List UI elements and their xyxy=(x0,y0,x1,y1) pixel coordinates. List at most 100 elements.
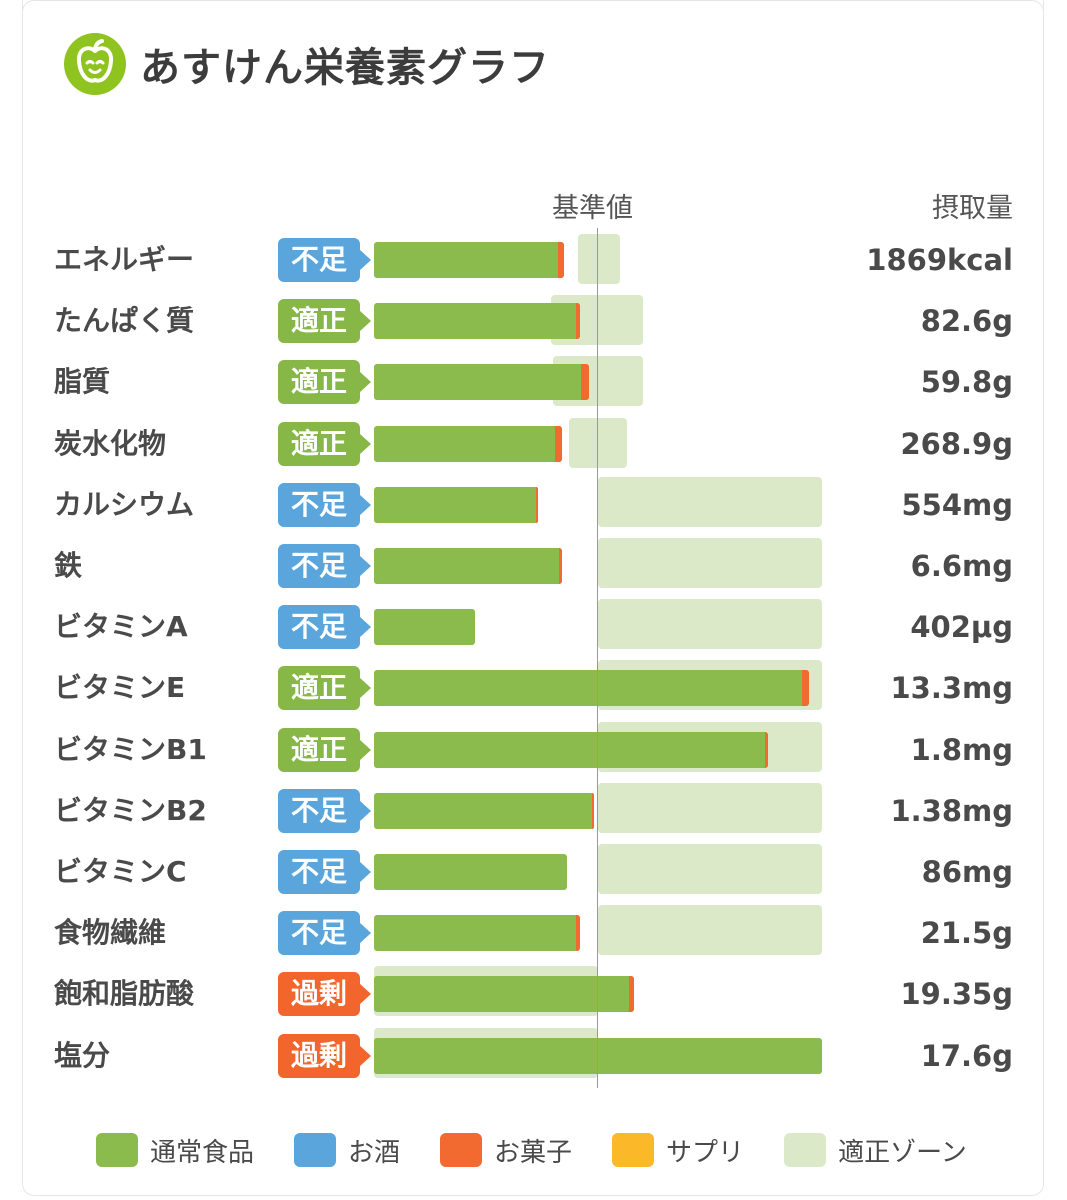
status-badge: 不足 xyxy=(278,850,371,894)
nutrient-row: カルシウム 不足 554mg xyxy=(0,476,1067,533)
legend-label: 適正ゾーン xyxy=(838,1137,967,1168)
food-bar xyxy=(374,364,590,401)
nutrient-row: エネルギー 不足 1869kcal xyxy=(0,232,1067,288)
intake-value: 13.3mg xyxy=(890,671,1013,706)
intake-column-header: 摂取量 xyxy=(932,193,1013,224)
snack-bar xyxy=(575,915,581,952)
nutrient-row: 飽和脂肪酸 過剰 19.35g xyxy=(0,966,1067,1022)
intake-value: 1869kcal xyxy=(866,243,1013,277)
nutrient-row: 炭水化物 適正 268.9g xyxy=(0,416,1067,472)
food-bar xyxy=(374,303,581,340)
nutrient-name: たんぱく質 xyxy=(54,304,195,338)
status-badge: 不足 xyxy=(278,911,371,956)
intake-value: 6.6mg xyxy=(910,549,1013,583)
snack-bar xyxy=(558,548,563,584)
proper-zone xyxy=(598,905,822,956)
snack-bar xyxy=(581,364,590,401)
proper-zone xyxy=(598,599,822,650)
nutrient-name: ビタミンA xyxy=(54,610,188,644)
proper-zone xyxy=(598,476,822,527)
reference-line xyxy=(597,228,598,1088)
proper-zone xyxy=(577,234,621,284)
nutrient-name: 飽和脂肪酸 xyxy=(54,977,195,1011)
food-bar xyxy=(374,792,594,829)
legend-swatch xyxy=(96,1133,138,1167)
status-badge: 不足 xyxy=(278,605,371,650)
nutrient-name: カルシウム xyxy=(54,487,195,521)
intake-value: 402μg xyxy=(910,610,1013,645)
nutrient-row: 脂質 適正 59.8g xyxy=(0,354,1067,410)
nutrient-name: 炭水化物 xyxy=(54,426,167,460)
intake-value: 59.8g xyxy=(920,365,1013,400)
legend-label: 通常食品 xyxy=(150,1137,255,1168)
legend-item: 通常食品 xyxy=(96,1132,254,1169)
legend-label: お酒 xyxy=(348,1137,401,1168)
snack-bar xyxy=(536,486,539,523)
status-badge: 適正 xyxy=(278,727,371,772)
nutrient-row: たんぱく質 適正 82.6g xyxy=(0,293,1067,349)
page-title: あすけん栄養素グラフ xyxy=(140,45,550,91)
nutrient-name: ビタミンC xyxy=(54,855,187,888)
food-bar xyxy=(374,915,581,952)
status-badge: 適正 xyxy=(278,360,371,405)
nutrient-row: ビタミンA 不足 402μg xyxy=(0,599,1067,655)
nutrient-name: 塩分 xyxy=(54,1038,111,1072)
snack-bar xyxy=(629,976,634,1013)
proper-zone xyxy=(598,844,822,894)
apple-face-icon xyxy=(64,33,126,95)
nutrient-row: 塩分 過剰 17.6g xyxy=(0,1027,1067,1084)
food-bar xyxy=(374,854,567,890)
intake-value: 19.35g xyxy=(900,977,1014,1012)
intake-value: 17.6g xyxy=(920,1038,1013,1073)
food-bar xyxy=(374,242,565,278)
nutrient-row: ビタミンB1 適正 1.8mg xyxy=(0,721,1067,778)
status-badge: 適正 xyxy=(278,299,371,344)
status-badge: 過剰 xyxy=(278,1033,371,1078)
snack-bar xyxy=(801,670,809,707)
graph-header: あすけん栄養素グラフ xyxy=(64,32,550,96)
legend-swatch xyxy=(294,1133,337,1167)
legend-item: 適正ゾーン xyxy=(784,1132,967,1169)
food-bar xyxy=(374,1037,822,1074)
food-bar xyxy=(374,609,475,646)
legend-label: サプリ xyxy=(666,1137,745,1168)
intake-value: 1.38mg xyxy=(890,793,1013,828)
reference-column-header: 基準値 xyxy=(552,193,633,224)
proper-zone xyxy=(598,538,822,588)
food-bar xyxy=(374,425,563,462)
status-badge: 適正 xyxy=(278,666,371,711)
nutrient-name: エネルギー xyxy=(54,243,195,276)
snack-bar xyxy=(555,425,563,462)
intake-value: 82.6g xyxy=(920,304,1013,339)
legend-swatch xyxy=(612,1133,655,1167)
food-bar xyxy=(374,670,809,707)
food-bar xyxy=(374,976,634,1013)
legend-swatch xyxy=(440,1133,483,1167)
legend-item: お菓子 xyxy=(440,1132,572,1169)
legend-swatch xyxy=(784,1133,827,1167)
nutrient-name: ビタミンB1 xyxy=(54,732,207,766)
status-badge: 不足 xyxy=(278,788,371,833)
nutrient-row: 食物繊維 不足 21.5g xyxy=(0,905,1067,961)
food-bar xyxy=(374,486,538,523)
legend-label: お菓子 xyxy=(494,1137,573,1168)
nutrient-name: 食物繊維 xyxy=(54,916,167,950)
status-badge: 不足 xyxy=(278,238,371,282)
nutrient-row: 鉄 不足 6.6mg xyxy=(0,538,1067,594)
nutrient-row: ビタミンE 適正 13.3mg xyxy=(0,660,1067,716)
status-badge: 過剰 xyxy=(278,972,371,1017)
intake-value: 1.8mg xyxy=(910,732,1013,767)
intake-value: 554mg xyxy=(901,487,1013,522)
intake-value: 268.9g xyxy=(900,426,1014,461)
intake-value: 21.5g xyxy=(920,916,1013,951)
legend-item: お酒 xyxy=(294,1132,400,1169)
snack-bar xyxy=(764,731,769,768)
status-badge: 適正 xyxy=(278,421,371,466)
legend-item: サプリ xyxy=(612,1132,744,1169)
food-bar xyxy=(374,731,769,768)
snack-bar xyxy=(575,303,581,340)
snack-bar xyxy=(592,792,595,829)
nutrient-name: ビタミンE xyxy=(54,671,186,705)
food-bar xyxy=(374,548,563,584)
snack-bar xyxy=(557,242,565,278)
